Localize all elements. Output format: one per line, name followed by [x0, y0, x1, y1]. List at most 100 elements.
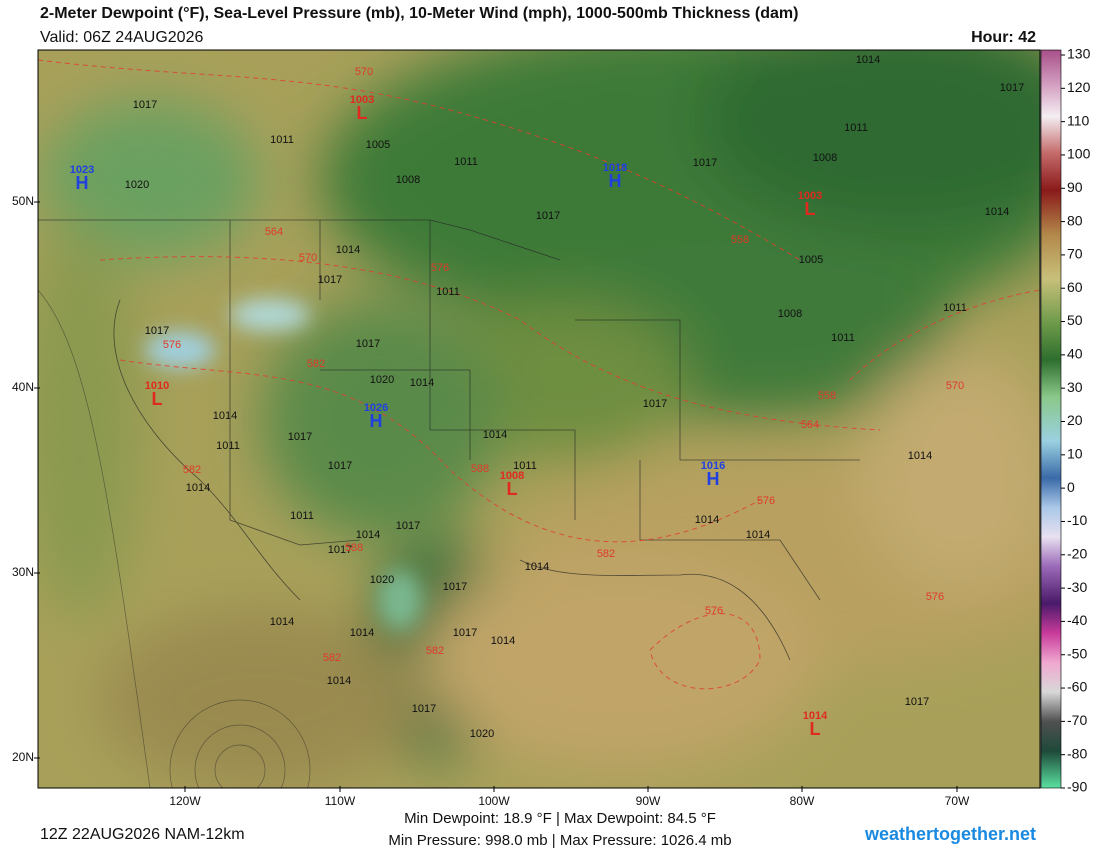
valid-time: Valid: 06Z 24AUG2026 — [40, 29, 203, 46]
thickness-label: 558 — [731, 234, 749, 246]
colorbar-label: -60 — [1067, 679, 1087, 695]
isobar-label: 1014 — [327, 675, 351, 687]
map-field — [38, 50, 1040, 788]
pressure-center-value: 1010 — [145, 380, 169, 392]
isobar-label: 1005 — [366, 139, 390, 151]
isobar-label: 1017 — [288, 431, 312, 443]
colorbar-label: 90 — [1067, 179, 1083, 195]
lon-label: 80W — [790, 794, 815, 808]
pressure-stats: Min Pressure: 998.0 mb | Max Pressure: 1… — [388, 832, 731, 849]
colorbar-label: 20 — [1067, 412, 1083, 428]
isobar-label: 1011 — [270, 134, 294, 146]
isobar-label: 1014 — [483, 429, 507, 441]
isobar-label: 1014 — [186, 482, 210, 494]
lat-label: 40N — [12, 380, 34, 394]
isobar-label: 1014 — [356, 529, 380, 541]
colorbar-label: 70 — [1067, 246, 1083, 262]
colorbar-label: -10 — [1067, 512, 1087, 528]
lon-label: 90W — [636, 794, 661, 808]
thickness-label: 582 — [597, 548, 615, 560]
colorbar-label: 40 — [1067, 346, 1083, 362]
thickness-label: 582 — [183, 464, 201, 476]
isobar-label: 1017 — [643, 398, 667, 410]
colorbar-label: -20 — [1067, 545, 1087, 561]
thickness-label: 576 — [705, 605, 723, 617]
isobar-label: 1011 — [454, 156, 478, 168]
lat-label: 20N — [12, 750, 34, 764]
lat-label: 50N — [12, 194, 34, 208]
isobar-label: 1020 — [370, 574, 394, 586]
lon-label: 110W — [325, 794, 356, 808]
isobar-label: 1014 — [985, 206, 1009, 218]
isobar-label: 1020 — [125, 179, 149, 191]
pressure-center-symbol: L — [507, 479, 518, 499]
isobar-label: 1017 — [536, 210, 560, 222]
thickness-label: 570 — [299, 252, 317, 264]
thickness-label: 576 — [926, 591, 944, 603]
colorbar-label: 0 — [1067, 479, 1075, 495]
lon-label: 120W — [169, 794, 201, 808]
thickness-label: 576 — [163, 339, 181, 351]
pressure-center-value: 1026 — [364, 402, 388, 414]
map-frame — [37, 49, 1041, 789]
colorbar-label: 100 — [1067, 146, 1091, 162]
thickness-label: 564 — [265, 226, 283, 238]
colorbar-label: -90 — [1067, 779, 1087, 795]
thickness-label: 582 — [307, 358, 325, 370]
isobar-label: 1014 — [695, 514, 719, 526]
isobar-label: 1011 — [290, 510, 314, 522]
pressure-center-symbol: L — [810, 719, 821, 739]
colorbar-label: -80 — [1067, 745, 1087, 761]
lon-label: 100W — [478, 794, 510, 808]
isobar-label: 1011 — [436, 286, 460, 298]
pressure-center-symbol: H — [76, 173, 89, 193]
thickness-label: 576 — [431, 262, 449, 274]
isobar-label: 1014 — [270, 616, 294, 628]
isobar-label: 1011 — [831, 332, 855, 344]
pressure-center-value: 1014 — [803, 710, 828, 722]
isobar-label: 1017 — [453, 627, 477, 639]
pressure-center-symbol: L — [152, 389, 163, 409]
isobar-label: 1017 — [133, 99, 157, 111]
pressure-center-symbol: H — [370, 411, 383, 431]
title: 2-Meter Dewpoint (°F), Sea-Level Pressur… — [40, 5, 798, 22]
colorbar-label: 60 — [1067, 279, 1083, 295]
pressure-center-symbol: H — [707, 469, 720, 489]
isobar-label: 1008 — [813, 152, 837, 164]
isobar-label: 1017 — [396, 520, 420, 532]
isobar-label: 1014 — [746, 529, 770, 541]
colorbar-label: 10 — [1067, 446, 1083, 462]
isobar-label: 1014 — [350, 627, 374, 639]
model-run: 12Z 22AUG2026 NAM-12km — [40, 826, 245, 843]
isobar-label: 1014 — [856, 54, 880, 66]
isobar-label: 1017 — [328, 460, 352, 472]
pressure-center-symbol: H — [609, 171, 622, 191]
brand[interactable]: weathertogether.net — [864, 824, 1036, 844]
thickness-label: 576 — [757, 495, 775, 507]
pressure-center-value: 1008 — [500, 470, 524, 482]
pressure-center-symbol: L — [805, 199, 816, 219]
isobar-label: 1020 — [370, 374, 394, 386]
pressure-center-value: 1023 — [70, 164, 94, 176]
isobar-label: 1017 — [1000, 82, 1024, 94]
isobar-label: 1011 — [216, 440, 240, 452]
thickness-label: 564 — [801, 419, 819, 431]
thickness-label: 582 — [323, 652, 341, 664]
thickness-label: 588 — [471, 463, 489, 475]
isobar-label: 1011 — [844, 122, 868, 134]
isobar-label: 1017 — [356, 338, 380, 350]
colorbar-label: -70 — [1067, 712, 1087, 728]
isobar-label: 1014 — [336, 244, 360, 256]
colorbar-label: 30 — [1067, 379, 1083, 395]
pressure-center-value: 1003 — [350, 94, 374, 106]
isobar-label: 1017 — [905, 696, 929, 708]
forecast-hour: Hour: 42 — [971, 29, 1036, 46]
pressure-center-value: 1003 — [798, 190, 822, 202]
isobar-label: 1017 — [412, 703, 436, 715]
isobar-label: 1014 — [525, 561, 549, 573]
isobar-label: 1008 — [778, 308, 802, 320]
isobar-label: 1017 — [693, 157, 717, 169]
colorbar-label: -50 — [1067, 645, 1087, 661]
thickness-label: 558 — [818, 390, 836, 402]
